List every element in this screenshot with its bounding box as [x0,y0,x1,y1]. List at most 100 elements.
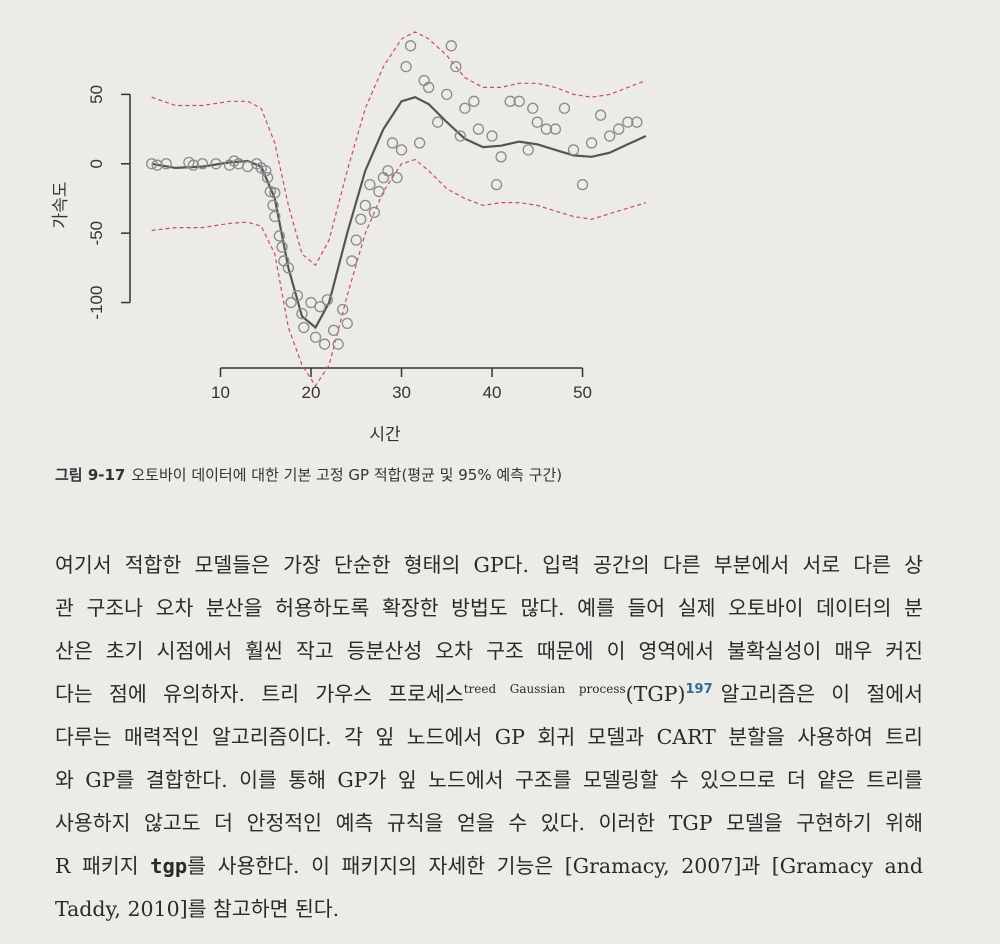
data-point [504,95,516,107]
data-point [373,185,385,198]
data-point [527,102,539,114]
data-point [337,303,349,316]
data-point [445,40,457,52]
data-point [291,289,304,302]
data-point [459,102,471,114]
data-point [305,296,317,309]
data-point [318,338,331,350]
data-point [269,210,281,223]
data-point [314,301,326,313]
data-point [441,88,453,101]
data-point [210,158,222,170]
data-point [327,324,340,336]
data-point [418,74,430,87]
interval-line [151,31,647,267]
figure-caption: 그림 9-17 오토바이 데이터에 대한 기본 고정 GP 적합(평균 및 95%… [55,464,562,485]
data-point [540,123,552,135]
body-line: R 패키지 tgp를 사용한다. 이 패키지의 자세한 기능은 [Gramacy… [55,849,923,879]
data-point [386,137,399,149]
chart: 시간 가속도 -100 -50 0 50 10 20 30 40 50 [51,31,647,444]
data-point [309,331,322,343]
x-tick-label: 50 [573,383,592,402]
data-point [423,81,435,94]
data-point [261,172,274,184]
data-point [391,172,403,184]
body-line: 와 GP를 결합한다. 이를 통해 GP가 잎 노드에서 구조를 모델링할 수 … [55,768,923,792]
data-point [341,317,353,330]
data-point [359,199,371,212]
data-point [146,158,158,170]
x-tick-label: 10 [211,383,230,402]
data-point [631,116,643,128]
data-point [495,151,507,163]
data-point [490,178,503,191]
code: tgp [150,854,188,878]
x-tick-label: 40 [483,383,502,402]
data-point [298,321,310,334]
data-point [160,158,172,170]
data-point [260,165,272,177]
data-point [454,130,467,142]
caption-label: 그림 9-17 [55,466,126,484]
data-point [368,206,381,218]
data-point [273,230,285,242]
data-point [404,40,417,52]
data-point [413,137,426,149]
caption-text: 오토바이 데이터에 대한 기본 고정 GP 적합(평균 및 95% 예측 구간) [131,466,563,484]
body-line: 다루는 매력적인 알고리즘이다. 각 잎 노드에서 GP 회귀 모델과 CART… [55,725,923,749]
body-line: 관 구조나 오차 분산을 허용하도록 확장한 방법도 많다. 예를 들어 실제 … [55,596,923,620]
data-point [472,123,485,135]
mean-line [151,96,647,330]
y-axis-label: 가속도 [51,182,70,229]
data-point [151,159,163,171]
x-tick-label: 30 [392,383,411,402]
data-point [321,294,333,306]
text: 다는 점에 유의하자. 트리 가우스 프로세스 [55,682,464,706]
data-point [377,172,390,184]
text: R 패키지 [55,854,139,878]
data-point [594,109,607,121]
data-point [513,95,525,107]
y-tick-label: -50 [87,221,106,246]
data-point [285,296,297,309]
text: (TGP) [625,682,686,706]
interval-line [151,158,647,387]
data-point [267,199,279,212]
data-point [468,95,480,107]
text: 알고리즘은 이 절에서 [720,682,924,706]
data-point [613,123,625,135]
data-point [196,158,209,170]
data-point [269,187,281,199]
data-point [604,130,616,142]
body-line: 여기서 적합한 모델들은 가장 단순한 형태의 GP다. 입력 공간의 다른 부… [55,553,923,577]
data-point [400,60,412,73]
y-tick-label: -100 [87,286,106,320]
text: 를 사용한다. 이 패키지의 자세한 기능은 [Gramacy, 2007]과 … [187,854,923,878]
data-point [549,123,562,135]
data-point [531,116,543,128]
data-point [332,338,344,350]
x-tick-label: 20 [302,383,321,402]
x-axis-label: 시간 [369,425,401,444]
data-point [264,185,276,198]
y-tick-label: 0 [87,159,106,168]
data-point [350,234,362,246]
data-point [355,213,367,225]
data-point [558,102,571,114]
body-line: 다는 점에 유의하자. 트리 가우스 프로세스treed Gaussian pr… [55,677,923,707]
y-tick-label: 50 [87,85,106,104]
data-point [576,178,589,191]
data-point [364,178,376,191]
data-point [567,144,580,156]
data-point [432,116,444,128]
body-line: 산은 초기 시점에서 훨씬 작고 등분산성 오차 구조 때문에 이 영역에서 불… [55,639,923,663]
data-point [276,241,288,253]
data-point [346,255,358,267]
data-point [382,165,394,177]
data-point [282,262,295,274]
body-line: Taddy, 2010]를 참고하면 된다. [55,897,340,921]
data-point [296,308,308,320]
superscript-term: treed Gaussian process [463,682,626,696]
data-point [486,130,498,142]
